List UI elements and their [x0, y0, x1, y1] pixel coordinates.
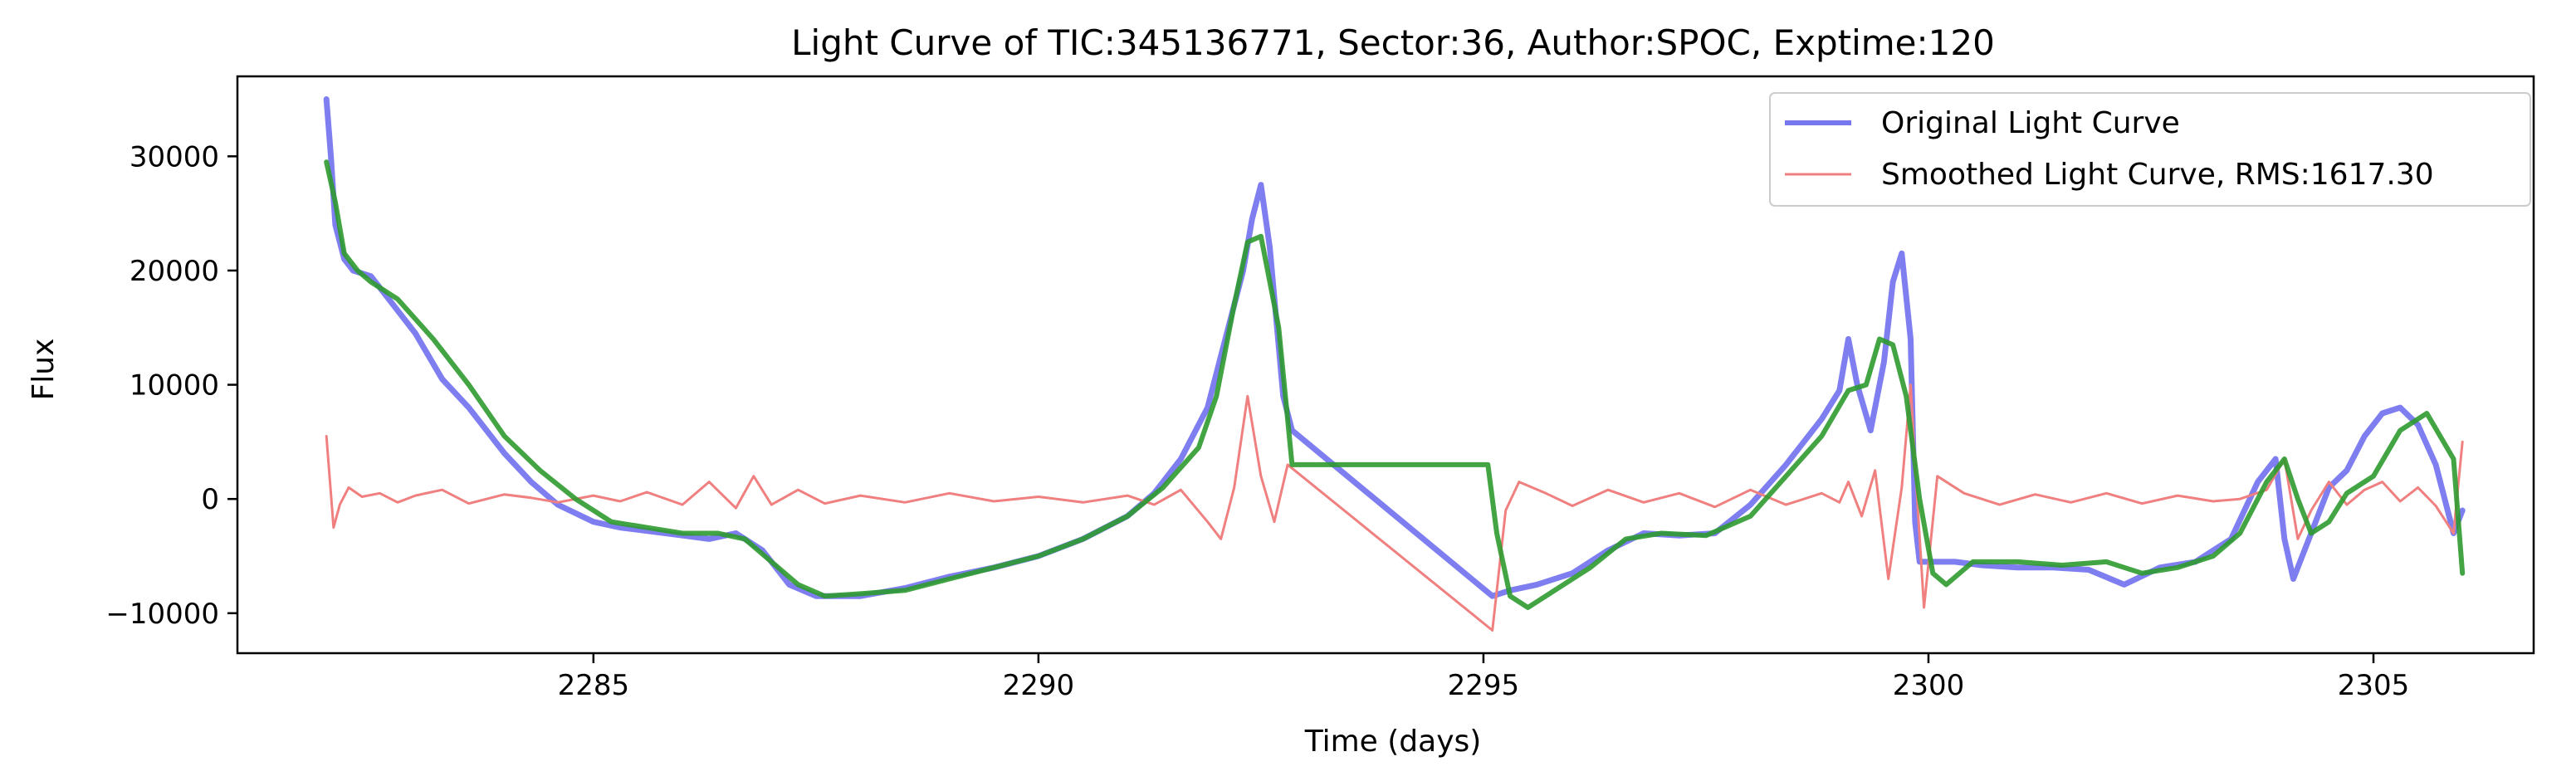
- legend-frame: [1769, 92, 2531, 207]
- y-axis-title: Flux: [27, 339, 61, 401]
- series-line-fit: [324, 159, 2466, 610]
- plot-lines: [323, 96, 2466, 632]
- y-tick-label: 10000: [130, 369, 219, 403]
- y-tick-label: 30000: [130, 140, 219, 173]
- x-tick-label: 2295: [1448, 669, 1520, 702]
- series-line-smoothed: [325, 383, 2464, 632]
- x-tick-label: 2305: [2338, 669, 2410, 702]
- chart-title: Light Curve of TIC:345136771, Sector:36,…: [791, 22, 1995, 63]
- x-tick-label: 2290: [1003, 669, 1075, 702]
- legend-label-original: Original Light Curve: [1881, 106, 2180, 140]
- axes: 2285 2290 2295 2300 2305 −10000 0 10000 20000 300…: [105, 75, 2535, 702]
- legend-label-smoothed: Smoothed Light Curve, RMS:1617.30: [1881, 158, 2434, 192]
- plot-frame: [236, 75, 2535, 655]
- legend: Original Light Curve Smoothed Light Curv…: [1769, 92, 2531, 207]
- series-line-original: [323, 96, 2466, 599]
- x-tick-label: 2300: [1893, 669, 1965, 702]
- y-tick-label: 20000: [130, 255, 219, 288]
- y-tick-label: 0: [201, 483, 219, 516]
- x-axis-title: Time (days): [1304, 725, 1482, 759]
- y-tick-label: −10000: [105, 598, 219, 631]
- x-tick-label: 2285: [558, 669, 630, 702]
